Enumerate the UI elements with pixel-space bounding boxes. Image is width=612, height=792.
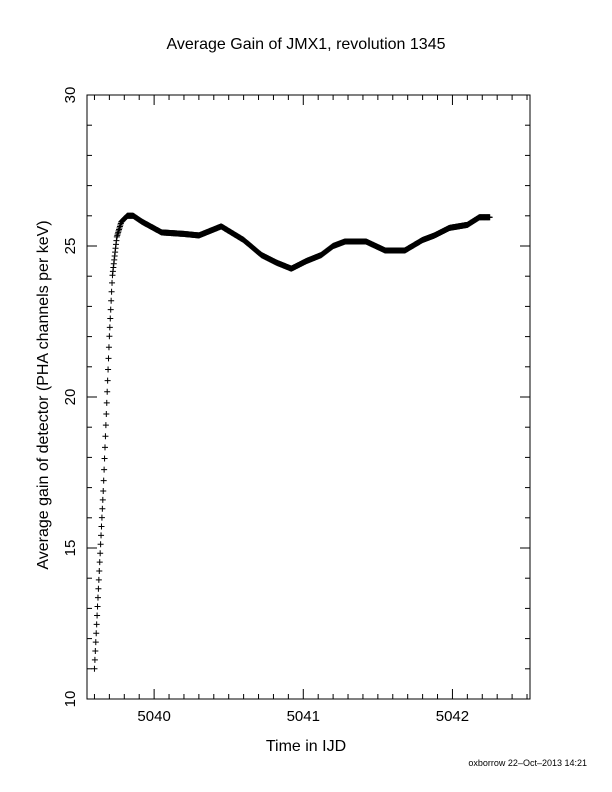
data-point	[107, 315, 114, 322]
y-tick-label: 20	[62, 389, 79, 406]
credit-stamp: oxborrow 22–Oct–2013 14:21	[468, 758, 587, 768]
data-point	[92, 639, 99, 646]
data-point	[91, 656, 98, 663]
plot-frame	[86, 94, 531, 700]
data-point	[98, 514, 105, 521]
data-point	[94, 612, 101, 619]
chart-title: Average Gain of JMX1, revolution 1345	[166, 36, 446, 53]
data-point	[97, 541, 104, 548]
data-point	[95, 576, 102, 583]
data-point	[107, 306, 114, 313]
y-tick-label: 10	[62, 691, 79, 708]
data-point	[104, 377, 111, 384]
data-point	[100, 487, 107, 494]
data-point	[103, 399, 110, 406]
data-point	[93, 621, 100, 628]
data-point	[102, 433, 109, 440]
y-tick-label: 25	[62, 238, 79, 255]
data-point	[105, 366, 112, 373]
data-point	[93, 630, 100, 637]
data-point	[97, 550, 104, 557]
data-point	[99, 505, 106, 512]
data-point	[486, 214, 493, 221]
data-point	[98, 532, 105, 539]
data-point	[98, 523, 105, 530]
data-point	[106, 324, 113, 331]
x-axis-label: Time in IJD	[265, 738, 347, 755]
y-axis-label: Average gain of detector (PHA channels p…	[35, 220, 52, 569]
data-point	[94, 603, 101, 610]
data-point	[101, 455, 108, 462]
data-point	[99, 496, 106, 503]
axis-ticks	[87, 94, 530, 700]
data-point	[94, 594, 101, 601]
data-point	[109, 279, 116, 286]
data-point	[96, 567, 103, 574]
data-point	[105, 344, 112, 351]
data-point	[108, 288, 115, 295]
data-point	[102, 422, 109, 429]
tick-labels: 5040 5041 5042 10 15 20 25 30	[62, 87, 469, 725]
y-tick-label: 30	[62, 87, 79, 104]
x-tick-label: 5042	[436, 708, 469, 725]
data-point	[96, 559, 103, 566]
data-point	[104, 388, 111, 395]
data-point	[91, 665, 98, 672]
y-tick-label: 15	[62, 540, 79, 557]
data-point	[95, 585, 102, 592]
data-point	[92, 648, 99, 655]
data-point	[106, 333, 113, 340]
data-point	[108, 297, 115, 304]
data-point	[101, 444, 108, 451]
data-point	[100, 477, 107, 484]
x-tick-label: 5040	[137, 708, 170, 725]
x-tick-label: 5041	[287, 708, 320, 725]
data-point	[101, 466, 108, 473]
data-points	[91, 212, 493, 672]
data-point	[103, 410, 110, 417]
data-point	[105, 355, 112, 362]
